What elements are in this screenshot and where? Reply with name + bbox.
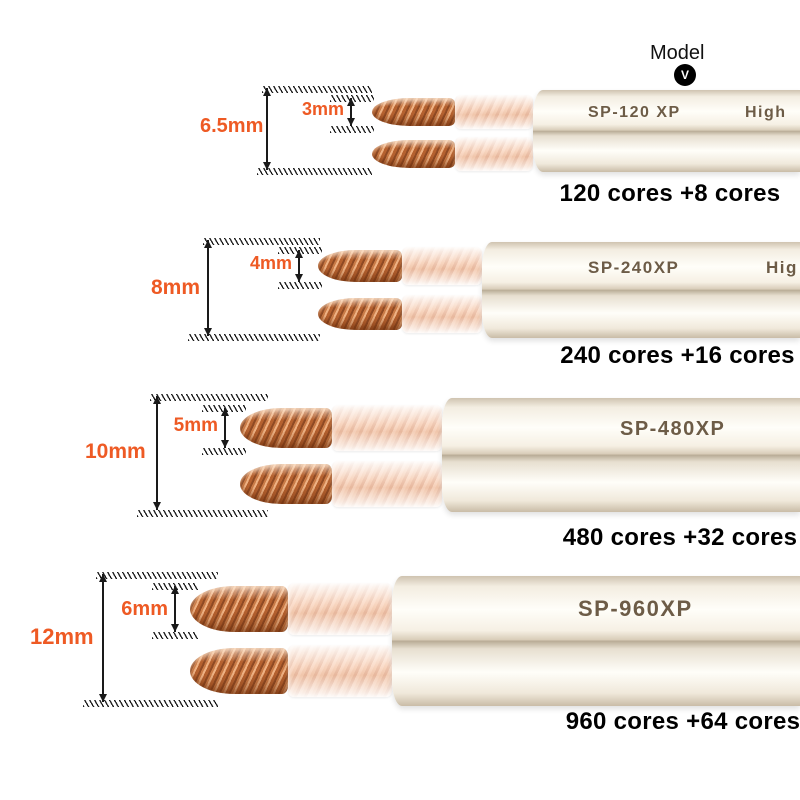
conductor-top — [190, 583, 392, 635]
clear-insulation — [402, 295, 482, 333]
hatch-extension-line — [262, 86, 372, 93]
hatch-extension-line — [203, 238, 320, 245]
hatch-extension-line — [202, 448, 246, 455]
clear-insulation — [402, 247, 482, 285]
cable-jacket — [442, 398, 800, 512]
conductor-width-label: 6mm — [121, 598, 168, 620]
clear-insulation — [332, 405, 442, 451]
cable-row-sp120: 6.5mm 3mm SP-120 XP High 120 cores +8 co… — [0, 85, 800, 225]
model-badge-letter: V — [680, 68, 689, 82]
conductor-bottom — [240, 461, 442, 507]
overall-width-label: 8mm — [150, 276, 200, 299]
hatch-extension-line — [152, 632, 198, 639]
clear-insulation — [288, 645, 392, 697]
hatch-extension-line — [257, 168, 372, 175]
hatch-extension-line — [188, 334, 320, 341]
dimension-line — [174, 586, 176, 632]
dimension-line — [102, 574, 104, 702]
cable-jacket — [482, 242, 800, 338]
conductor-top — [240, 405, 442, 451]
conductor-bottom — [190, 645, 392, 697]
dimension-line — [224, 408, 226, 448]
dimension-line — [207, 240, 209, 336]
cores-caption: 240 cores +16 cores — [560, 342, 795, 369]
conductor-width-label: 5mm — [173, 415, 218, 436]
cable-jacket — [533, 90, 800, 172]
cores-caption: 480 cores +32 cores — [562, 524, 798, 551]
clear-insulation — [288, 583, 392, 635]
clear-insulation — [332, 461, 442, 507]
dimension-line — [350, 98, 352, 126]
conductor-width-label: 4mm — [249, 253, 292, 273]
copper-strands — [190, 648, 288, 694]
cable-model-print: SP-960XP — [578, 596, 693, 621]
model-badge-icon: V — [674, 64, 696, 86]
conductor-top — [372, 95, 533, 129]
cable-model-print-extra: Hig — [766, 258, 798, 277]
cores-caption: 960 cores +64 cores — [565, 708, 800, 735]
conductor-top — [318, 247, 482, 285]
copper-strands — [318, 250, 402, 282]
cable-model-print-extra: High — [745, 104, 787, 121]
cable-row-sp960: 12mm 6mm SP-960XP 960 cores +64 cores — [0, 568, 800, 753]
hatch-extension-line — [330, 126, 374, 133]
copper-strands — [372, 98, 455, 126]
cores-caption: 120 cores +8 cores — [559, 180, 781, 207]
clear-insulation — [455, 137, 533, 171]
overall-width-label: 6.5mm — [200, 115, 264, 137]
copper-strands — [190, 586, 288, 632]
hatch-extension-line — [150, 394, 268, 401]
dimension-line — [298, 250, 300, 282]
hatch-extension-line — [96, 572, 218, 579]
conductor-width-label: 3mm — [301, 99, 344, 119]
dimension-line — [266, 88, 268, 170]
dimension-line — [156, 396, 158, 510]
hatch-extension-line — [278, 282, 322, 289]
cable-model-print: SP-120 XP — [588, 104, 681, 121]
copper-strands — [240, 464, 332, 504]
cable-model-print: SP-480XP — [620, 418, 726, 440]
overall-width-label: 12mm — [30, 624, 94, 649]
cable-jacket — [392, 576, 800, 706]
clear-insulation — [455, 95, 533, 129]
copper-strands — [240, 408, 332, 448]
cable-row-sp480: 10mm 5mm SP-480XP 480 cores +32 cores — [0, 390, 800, 560]
cable-model-print: SP-240XP — [588, 258, 680, 277]
model-heading: Model — [650, 42, 705, 64]
conductor-bottom — [372, 137, 533, 171]
conductor-bottom — [318, 295, 482, 333]
hatch-extension-line — [83, 700, 218, 707]
overall-width-label: 10mm — [85, 440, 146, 463]
copper-strands — [372, 140, 455, 168]
copper-strands — [318, 298, 402, 330]
hatch-extension-line — [137, 510, 268, 517]
cable-row-sp240: 8mm 4mm SP-240XP Hig 240 cores +16 cores — [0, 235, 800, 380]
